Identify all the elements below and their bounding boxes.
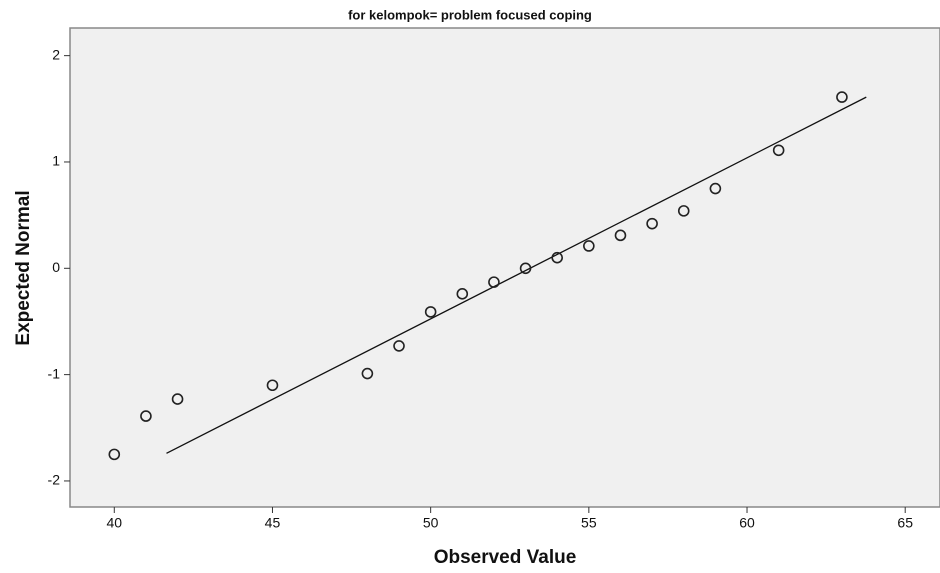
point [361,367,374,380]
x-axis-label: Observed Value [434,547,577,568]
y-tick-label: -2 [48,472,61,488]
point [677,205,690,217]
point [424,306,437,318]
point [456,288,469,300]
point [772,144,785,157]
point [583,240,595,252]
point [836,91,848,103]
plot-area [69,27,940,508]
point [171,393,184,405]
y-tick-label: 2 [52,46,60,62]
point [266,379,279,392]
point [140,410,152,422]
x-tick-label: 40 [107,515,123,531]
point [551,251,564,264]
chart-title: for kelompok= problem focused coping [348,7,592,22]
point [108,448,121,461]
reference-line [166,96,867,454]
point [393,340,405,352]
y-tick-label: 1 [52,153,60,169]
y-tick-label: -1 [48,365,61,381]
point [519,262,532,275]
x-tick-label: 65 [897,515,913,531]
x-tick-label: 50 [423,515,439,531]
y-tick-label: 0 [52,259,60,275]
x-tick-label: 45 [265,515,281,531]
x-tick-label: 60 [739,515,755,531]
point [614,229,627,242]
x-tick-label: 55 [581,515,597,531]
y-axis-label: Expected Normal [13,190,34,345]
point [488,276,500,288]
point [709,182,722,195]
point [646,217,658,230]
